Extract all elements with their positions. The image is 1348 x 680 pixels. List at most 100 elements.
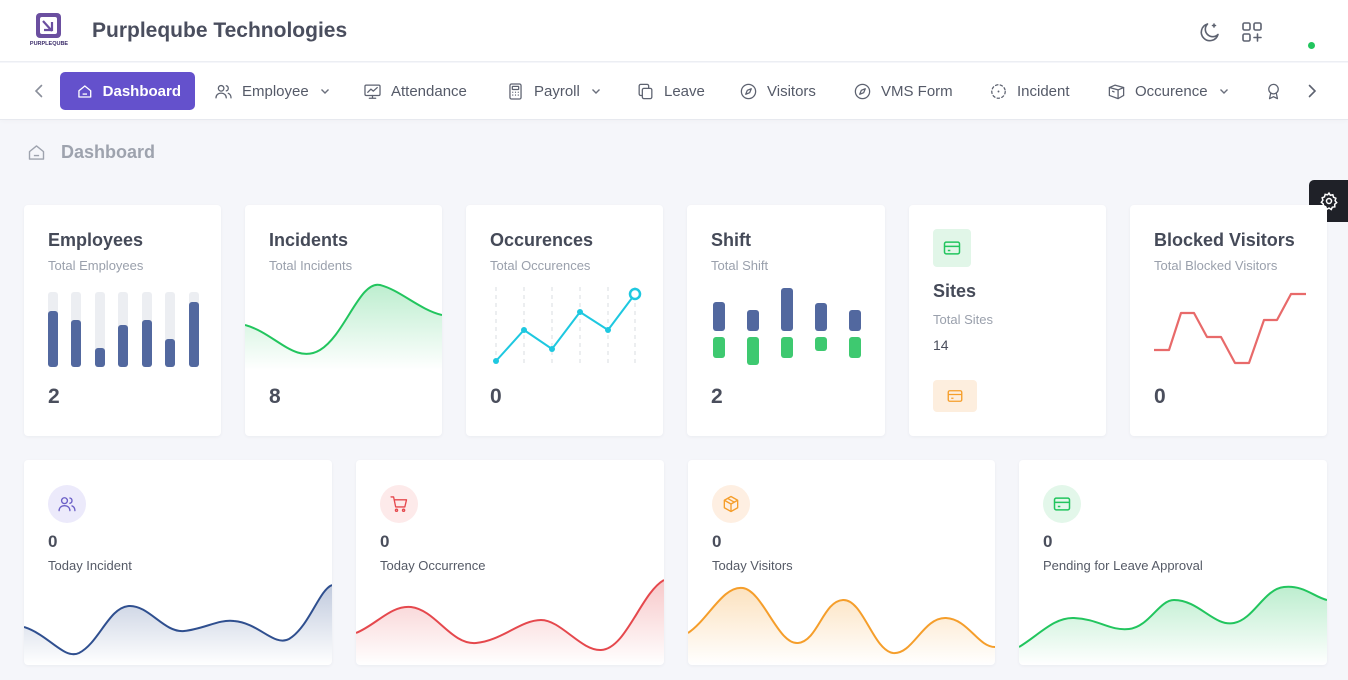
nav-awards[interactable] bbox=[1264, 72, 1292, 110]
nav-vms-form[interactable]: VMS Form bbox=[853, 72, 953, 110]
card-title: Shift bbox=[711, 230, 751, 250]
sites-card[interactable]: Sites Total Sites 14 bbox=[909, 205, 1106, 436]
nav-occurence[interactable]: Occurence bbox=[1107, 72, 1230, 110]
today-visitors-icon-bubble bbox=[712, 485, 750, 523]
card-subtitle: Total Employees bbox=[48, 258, 144, 273]
incidents-card[interactable]: Incidents Total Incidents 8 bbox=[245, 205, 442, 436]
today-incident-wave-chart bbox=[24, 584, 332, 665]
nav-scroll-right-icon[interactable] bbox=[1302, 81, 1322, 101]
card-icon bbox=[943, 241, 961, 255]
brand-name: Purpleqube Technologies bbox=[92, 19, 348, 42]
home-icon[interactable] bbox=[26, 142, 47, 163]
card-value: 8 bbox=[269, 385, 281, 408]
cart-icon bbox=[390, 496, 408, 513]
card-value: 14 bbox=[933, 337, 949, 353]
users-icon bbox=[215, 84, 232, 98]
card-icon bbox=[947, 390, 963, 402]
card-subtitle: Total Shift bbox=[711, 258, 769, 273]
copy-icon bbox=[638, 83, 653, 99]
main-navigation: Dashboard Employee Attendance Payroll Le… bbox=[0, 63, 1348, 120]
nav-vms-form-label: VMS Form bbox=[881, 82, 953, 100]
shift-card[interactable]: Shift Total Shift 2 bbox=[687, 205, 885, 436]
home-icon bbox=[78, 84, 92, 98]
chevron-down-icon bbox=[1219, 89, 1228, 94]
breadcrumb: Dashboard bbox=[26, 142, 155, 163]
card-label: Pending for Leave Approval bbox=[1043, 558, 1203, 573]
card-label: Today Occurrence bbox=[380, 558, 486, 573]
occurences-line-chart bbox=[493, 287, 642, 365]
nav-payroll[interactable]: Payroll bbox=[506, 72, 602, 110]
nav-dashboard[interactable]: Dashboard bbox=[60, 72, 195, 110]
nav-visitors[interactable]: Visitors bbox=[739, 72, 816, 110]
card-value: 0 bbox=[1154, 385, 1166, 408]
monitor-chart-icon bbox=[364, 84, 381, 99]
award-icon bbox=[1268, 83, 1279, 99]
focus-icon bbox=[991, 83, 1006, 99]
card-subtitle: Total Occurences bbox=[490, 258, 591, 273]
card-value: 2 bbox=[711, 385, 723, 408]
compass-icon bbox=[854, 83, 871, 99]
settings-panel-toggle[interactable] bbox=[1309, 180, 1348, 222]
employees-bar-chart bbox=[48, 292, 199, 367]
card-title: Blocked Visitors bbox=[1154, 230, 1295, 250]
card-value: 2 bbox=[48, 385, 60, 408]
svg-text:PURPLEQUBE: PURPLEQUBE bbox=[30, 41, 68, 47]
nav-visitors-label: Visitors bbox=[767, 82, 816, 100]
card-subtitle: Total Blocked Visitors bbox=[1154, 258, 1278, 273]
dark-mode-moon-icon[interactable] bbox=[1198, 20, 1222, 44]
incidents-area-chart bbox=[245, 283, 442, 370]
today-occurrence-wave-chart bbox=[356, 579, 664, 665]
blocked-visitors-card[interactable]: Blocked Visitors Total Blocked Visitors … bbox=[1130, 205, 1327, 436]
boxes-icon bbox=[1108, 84, 1125, 99]
nav-attendance[interactable]: Attendance bbox=[363, 72, 467, 110]
nav-scroll-left-icon[interactable] bbox=[29, 81, 49, 101]
nav-incident[interactable]: Incident bbox=[989, 72, 1070, 110]
today-visitors-card[interactable]: 0 Today Visitors bbox=[688, 460, 995, 665]
box-icon bbox=[723, 495, 739, 513]
card-title: Occurences bbox=[490, 230, 594, 250]
chevron-down-icon bbox=[591, 89, 600, 94]
card-title: Sites bbox=[933, 281, 977, 301]
card-value: 0 bbox=[380, 532, 390, 551]
nav-employee[interactable]: Employee bbox=[214, 72, 331, 110]
card-subtitle: Total Incidents bbox=[269, 258, 353, 273]
card-value: 0 bbox=[712, 532, 722, 551]
card-value: 0 bbox=[490, 385, 502, 408]
pending-leave-wave-chart bbox=[1019, 585, 1327, 665]
blocked-visitors-line-chart bbox=[1154, 292, 1306, 365]
online-status-dot bbox=[1308, 42, 1315, 49]
today-visitors-wave-chart bbox=[688, 586, 995, 665]
compass-icon bbox=[740, 83, 757, 99]
breadcrumb-current: Dashboard bbox=[61, 142, 156, 162]
top-header: PURPLEQUBE Purpleqube Technologies bbox=[0, 0, 1348, 62]
pending-leave-card[interactable]: 0 Pending for Leave Approval bbox=[1019, 460, 1327, 665]
chevron-down-icon bbox=[320, 89, 329, 94]
card-label: Today Visitors bbox=[712, 558, 793, 573]
company-logo[interactable]: PURPLEQUBE bbox=[30, 12, 70, 50]
nav-employee-label: Employee bbox=[242, 82, 309, 100]
sites-icon-box bbox=[933, 229, 971, 267]
gear-icon bbox=[1319, 191, 1338, 211]
today-incident-card[interactable]: 0 Today Incident bbox=[24, 460, 332, 665]
shift-bar-chart bbox=[713, 288, 861, 365]
nav-incident-label: Incident bbox=[1017, 82, 1070, 100]
nav-occurence-label: Occurence bbox=[1135, 82, 1208, 100]
card-title: Employees bbox=[48, 230, 144, 250]
card-value: 0 bbox=[48, 532, 58, 551]
nav-attendance-label: Attendance bbox=[391, 82, 467, 100]
card-value: 0 bbox=[1043, 532, 1053, 551]
nav-leave[interactable]: Leave bbox=[636, 72, 705, 110]
card-label: Today Incident bbox=[48, 558, 132, 573]
nav-leave-label: Leave bbox=[664, 82, 705, 100]
sites-action-button[interactable] bbox=[933, 380, 977, 412]
card-icon bbox=[1053, 497, 1071, 511]
card-title: Incidents bbox=[269, 230, 349, 250]
today-occurrence-card[interactable]: 0 Today Occurrence bbox=[356, 460, 664, 665]
users-icon bbox=[58, 497, 76, 512]
card-subtitle: Total Sites bbox=[933, 312, 993, 327]
today-occurrence-icon-bubble bbox=[380, 485, 418, 523]
today-incident-icon-bubble bbox=[48, 485, 86, 523]
occurences-card[interactable]: Occurences Total Occurences 0 bbox=[466, 205, 663, 436]
apps-grid-icon[interactable] bbox=[1240, 20, 1264, 44]
employees-card[interactable]: Employees Total Employees 2 bbox=[24, 205, 221, 436]
